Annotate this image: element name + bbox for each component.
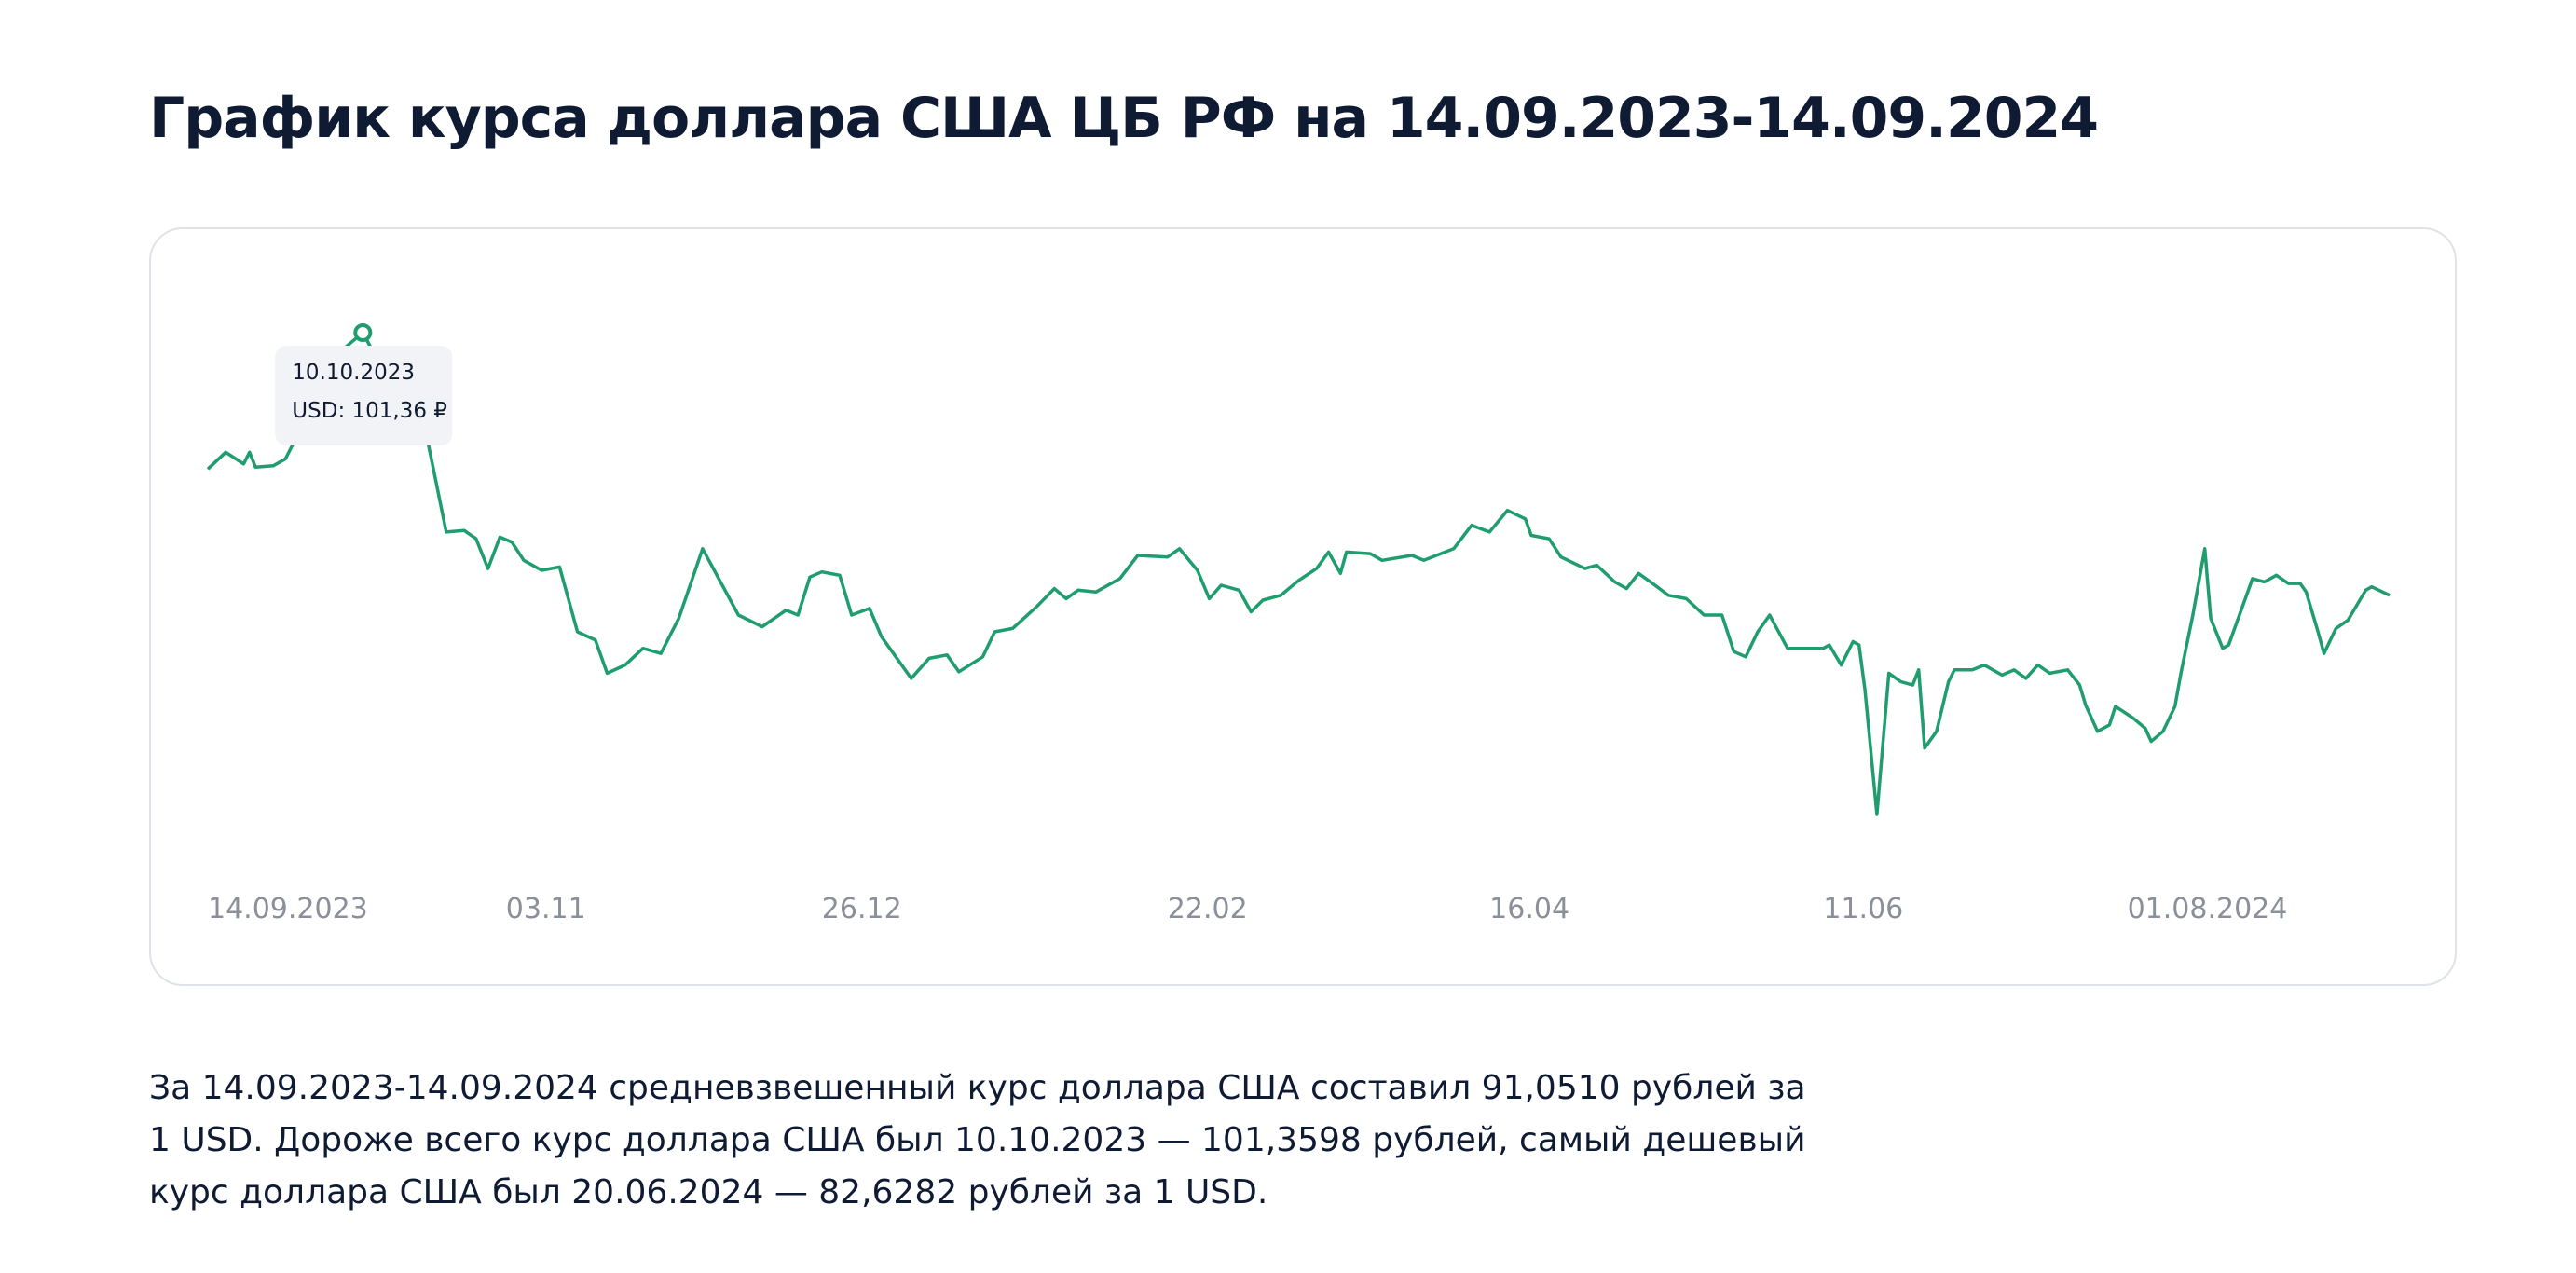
x-tick-label: 16.04 xyxy=(1489,893,1569,925)
x-tick-label: 01.08.2024 xyxy=(2128,893,2288,925)
line xyxy=(206,331,2391,816)
x-tick-label: 14.09.2023 xyxy=(208,893,368,925)
x-tick-label: 11.06 xyxy=(1823,893,1903,925)
x-tick-label: 22.02 xyxy=(1168,893,1248,925)
page-title: График курса доллара США ЦБ РФ на 14.09.… xyxy=(149,86,2099,151)
description: За 14.09.2023-14.09.2024 средневзвешенны… xyxy=(149,1069,1806,1211)
hover-point xyxy=(353,323,373,342)
tooltip-box xyxy=(275,346,453,445)
tooltip-value: USD: 101,36 ₽ xyxy=(292,399,447,423)
tooltip-date: 10.10.2023 xyxy=(292,361,415,385)
chart-card xyxy=(149,227,2457,986)
x-tick-label: 03.11 xyxy=(506,893,586,925)
x-tick-label: 26.12 xyxy=(822,893,902,925)
